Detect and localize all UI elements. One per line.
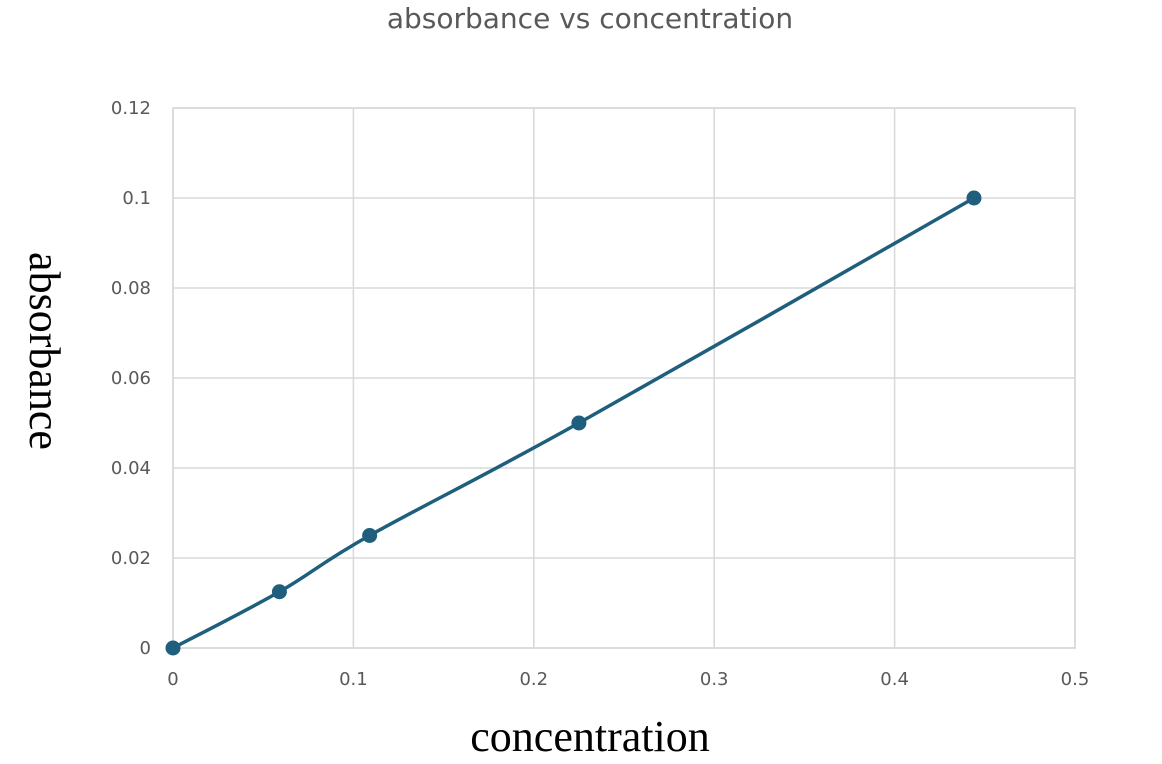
x-tick-label: 0.2 bbox=[519, 669, 548, 690]
x-tick-label: 0.5 bbox=[1061, 669, 1090, 690]
y-tick-label: 0.06 bbox=[111, 368, 151, 389]
y-axis-ticks: 0 0.02 0.04 0.06 0.08 0.1 0.12 bbox=[111, 98, 151, 659]
x-tick-label: 0.1 bbox=[339, 669, 368, 690]
y-tick-label: 0.1 bbox=[122, 188, 151, 209]
data-point bbox=[271, 584, 287, 600]
y-tick-label: 0.04 bbox=[111, 458, 151, 479]
x-axis-title: concentration bbox=[470, 712, 709, 761]
chart-title: absorbance vs concentration bbox=[387, 2, 793, 35]
y-tick-label: 0.08 bbox=[111, 278, 151, 299]
y-tick-label: 0 bbox=[140, 638, 151, 659]
x-axis-ticks: 0 0.1 0.2 0.3 0.4 0.5 bbox=[167, 669, 1089, 690]
y-tick-label: 0.02 bbox=[111, 548, 151, 569]
series-group bbox=[165, 190, 982, 656]
y-tick-label: 0.12 bbox=[111, 98, 151, 119]
plot-area-border bbox=[172, 107, 1076, 649]
x-tick-label: 0.4 bbox=[880, 669, 909, 690]
gridlines bbox=[172, 107, 1076, 649]
x-tick-label: 0.3 bbox=[700, 669, 729, 690]
y-axis-title: absorbance bbox=[20, 252, 69, 450]
data-point bbox=[165, 640, 181, 656]
data-point bbox=[362, 528, 378, 543]
x-tick-label: 0 bbox=[167, 669, 178, 690]
data-point bbox=[966, 190, 982, 206]
data-point bbox=[571, 415, 587, 431]
